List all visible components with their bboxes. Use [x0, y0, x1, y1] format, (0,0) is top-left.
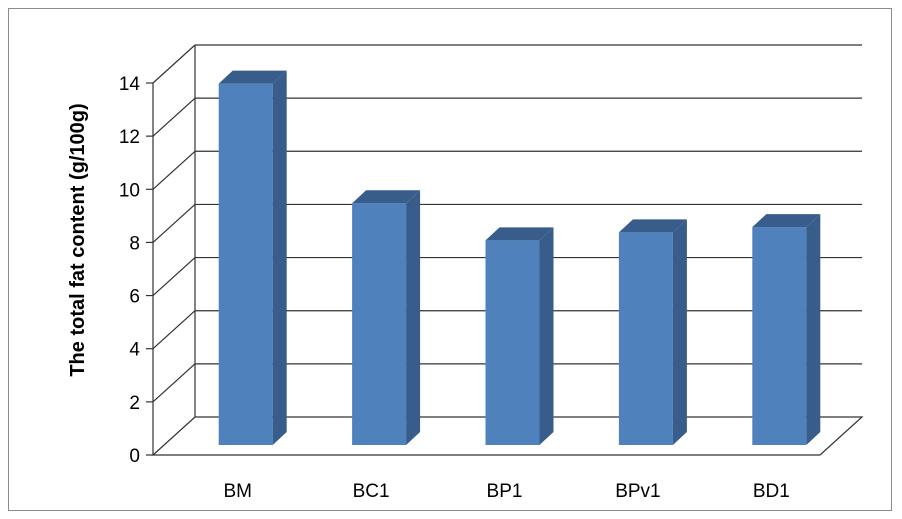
gridline-diagonal	[152, 257, 196, 297]
bar-front	[352, 203, 407, 445]
bar-top	[218, 70, 287, 84]
y-tick-label: 2	[129, 393, 140, 414]
bar-top	[618, 219, 687, 233]
bar-bpv1	[618, 219, 687, 445]
bar-side	[806, 214, 821, 445]
chart-floor	[151, 416, 864, 456]
chart-walls	[151, 45, 864, 456]
y-tick-labels: 0 2 4 6 8 10 12 14	[119, 74, 141, 467]
bar-top	[485, 227, 554, 241]
y-tick-label: 8	[129, 233, 140, 254]
bar-side	[272, 70, 287, 445]
y-axis-label: The total fat content (g/100g)	[67, 103, 89, 376]
x-tick-label: BPv1	[615, 481, 660, 502]
y-tick-label: 10	[119, 180, 140, 201]
bar-top	[352, 190, 421, 204]
y-tick-label: 4	[129, 340, 140, 361]
y-tick-label: 0	[129, 446, 140, 467]
x-tick-labels: BM BC1 BP1 BPv1 BD1	[223, 481, 789, 502]
bar-side	[672, 219, 687, 445]
bar-bd1	[752, 214, 821, 445]
y-tick-label: 12	[119, 127, 140, 148]
gridline-diagonal	[152, 97, 196, 137]
bar-side	[539, 227, 554, 445]
bar-side	[406, 190, 421, 445]
gridline-diagonal	[152, 150, 196, 190]
y-tick-label: 6	[129, 287, 140, 308]
bar-front	[218, 83, 273, 445]
gridline-diagonal	[152, 44, 196, 84]
bar-bc1	[352, 190, 421, 445]
x-tick-label: BM	[223, 481, 252, 502]
gridline-diagonal	[152, 310, 196, 350]
y-tick-label: 14	[119, 74, 141, 95]
x-tick-label: BD1	[753, 481, 790, 502]
x-tick-label: BP1	[487, 481, 523, 502]
gridline-diagonal	[152, 203, 196, 243]
bars	[218, 70, 821, 445]
bar-front	[618, 232, 673, 445]
bar-front	[485, 240, 540, 445]
x-tick-label: BC1	[353, 481, 390, 502]
bar-top	[752, 214, 821, 228]
bar-bp1	[485, 227, 554, 445]
gridline-diagonal	[152, 363, 196, 403]
chart-frame	[8, 8, 892, 511]
bar-bm	[218, 70, 287, 445]
bar-front	[752, 227, 807, 445]
